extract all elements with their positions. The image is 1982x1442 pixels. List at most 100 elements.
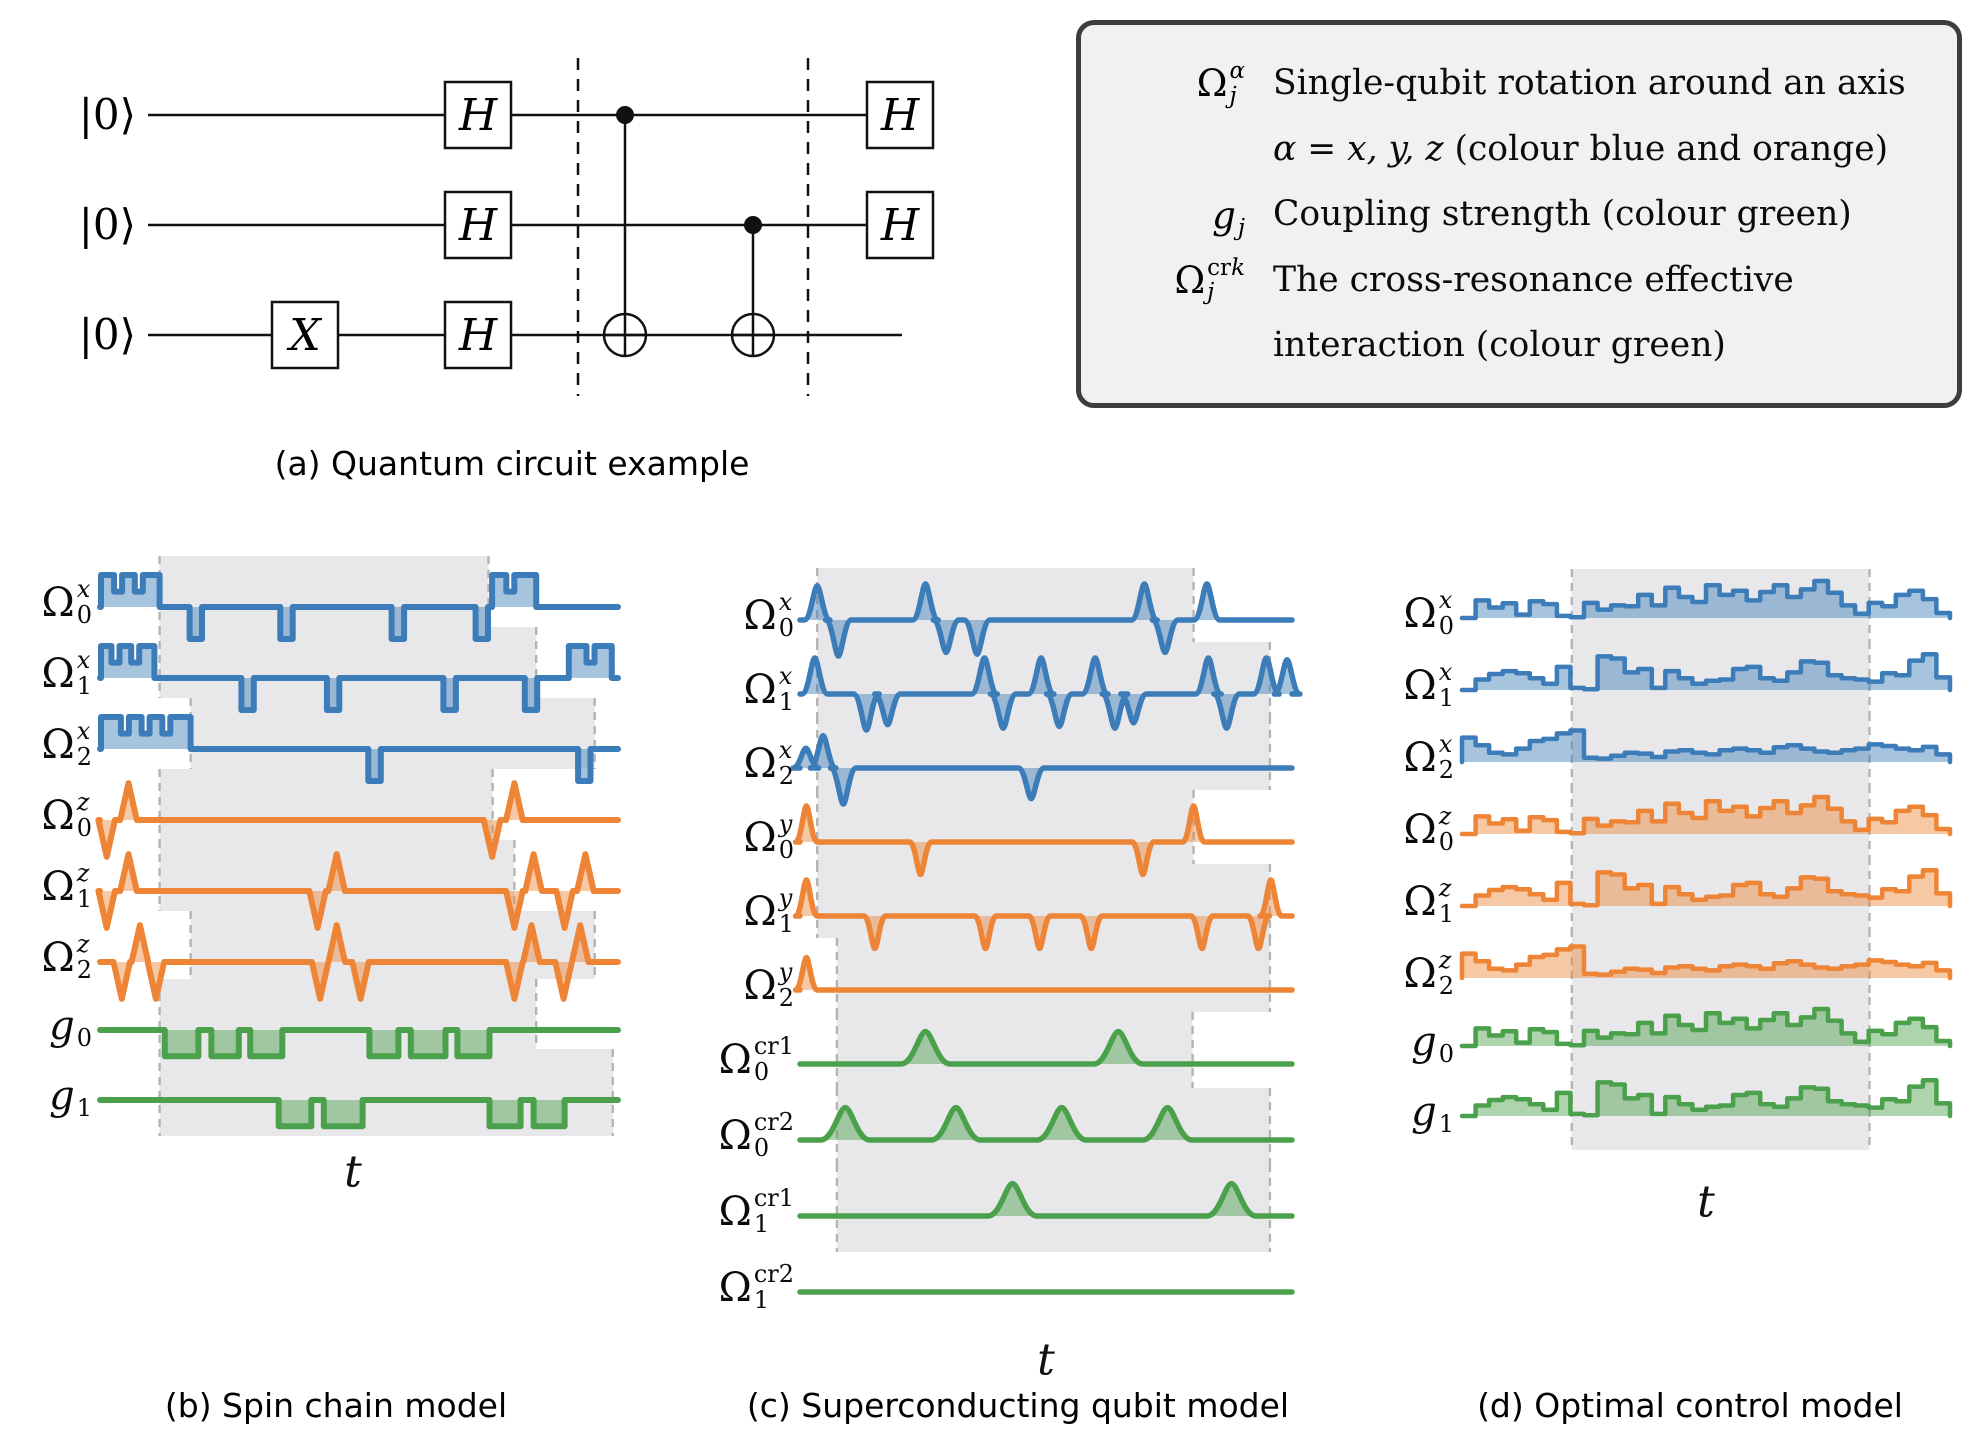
shaded-region-c-omega-0-y	[817, 790, 1194, 864]
legend-row-1: g j Coupling strength (colour green)	[1105, 182, 1927, 248]
shaded-region-c-omega-0-cr1	[836, 1012, 1193, 1088]
waveform-c-omega-2-y	[792, 954, 1295, 993]
shaded-region-d-omega-2-z	[1571, 929, 1870, 997]
waveform-b-g-1	[97, 1097, 621, 1130]
gate-box-h-1	[443, 190, 513, 260]
waveform-c-omega-0-cr2	[797, 1104, 1295, 1143]
pulse-panel-c	[790, 568, 1303, 1295]
shaded-region-c-omega-2-y	[836, 938, 1270, 1012]
quantum-circuit: |0⟩ |0⟩ |0⟩ H H X H H H	[79, 58, 935, 396]
waveform-b-omega-2-x	[97, 714, 621, 784]
caption-c: (c) Superconducting qubit model	[746, 1386, 1290, 1425]
waveform-c-omega-1-y	[792, 877, 1295, 952]
gate-box-h-4	[865, 80, 935, 150]
shaded-region-d-omega-1-z	[1571, 857, 1870, 929]
shaded-region-c-omega-0-x	[817, 568, 1194, 642]
gate-label-x-2: X	[286, 310, 322, 361]
time-axis-label-d: t	[1697, 1176, 1715, 1228]
waveform-b-omega-1-x	[97, 643, 621, 713]
waveform-c-omega-0-y	[792, 803, 1295, 878]
time-axis-label-c: t	[1037, 1334, 1055, 1386]
time-axis-label-b: t	[344, 1146, 362, 1198]
waveform-b-omega-0-x	[97, 572, 621, 642]
caption-a: (a) Quantum circuit example	[274, 444, 750, 483]
shaded-region-c-omega-2-x	[817, 716, 1270, 790]
waveform-b-omega-1-z	[95, 851, 621, 931]
gate-label-h-1: H	[458, 200, 499, 251]
waveform-c-omega-0-cr1	[797, 1028, 1295, 1067]
waveform-d-omega-2-z	[1459, 944, 1953, 981]
shaded-region-b-omega-0-z	[159, 769, 493, 840]
pulse-panel-b	[95, 556, 621, 1136]
gate-box-h-5	[865, 190, 935, 260]
waveform-d-omega-0-x	[1459, 578, 1953, 621]
caption-b: (b) Spin chain model	[164, 1386, 508, 1425]
legend-description-1: Coupling strength (colour green)	[1273, 194, 1852, 235]
shaded-region-b-g-1	[159, 1049, 613, 1136]
shaded-region-d-omega-1-x	[1571, 641, 1870, 713]
gate-box-x-2	[270, 300, 340, 370]
waveform-d-omega-2-x	[1459, 728, 1953, 765]
pulse-panel-d	[1459, 569, 1953, 1150]
legend-description-2: The cross-resonance effective interaction…	[1273, 259, 1794, 366]
waveform-d-omega-1-z	[1459, 868, 1953, 909]
shaded-region-b-g-0	[159, 979, 537, 1049]
shaded-region-c-omega-1-cr1	[836, 1164, 1270, 1252]
waveform-c-omega-1-x	[797, 655, 1303, 733]
gate-box-h-0	[443, 80, 513, 150]
waveform-c-omega-2-x	[790, 732, 1295, 807]
gate-label-h-3: H	[458, 310, 499, 361]
caption-d: (d) Optimal control model	[1477, 1386, 1903, 1425]
cnot-control-dot-1	[744, 216, 762, 234]
ket-zero-label-0: |0⟩	[79, 90, 136, 139]
waveform-d-omega-1-x	[1459, 652, 1953, 693]
ket-zero-label-2: |0⟩	[79, 310, 136, 359]
shaded-region-b-omega-0-x	[159, 556, 489, 627]
waveform-d-g-0	[1459, 1006, 1953, 1049]
ket-zero-label-1: |0⟩	[79, 200, 136, 249]
cnot-control-dot-0	[616, 106, 634, 124]
legend-description-0: Single-qubit rotation around an axis α = …	[1273, 63, 1906, 169]
waveform-b-omega-2-z	[97, 922, 621, 1002]
waveform-d-g-1	[1459, 1078, 1953, 1119]
gate-label-h-4: H	[880, 90, 921, 141]
waveform-c-omega-1-cr1	[797, 1180, 1295, 1219]
gate-box-h-3	[443, 300, 513, 370]
gate-label-h-0: H	[458, 90, 499, 141]
gate-label-h-5: H	[880, 200, 921, 251]
